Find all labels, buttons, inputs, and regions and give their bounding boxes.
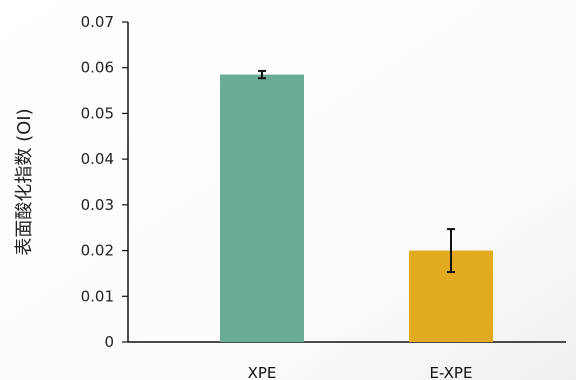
y-tick-label: 0 — [104, 333, 114, 351]
bar-xpe — [220, 74, 304, 343]
y-tick-label: 0.07 — [81, 13, 114, 31]
y-tick-label: 0.06 — [81, 59, 114, 77]
y-tick-label: 0.03 — [81, 196, 114, 214]
plot-area: 0 0.01 0.02 0.03 0.04 0.05 0.06 0.07 XPE E-XPE — [81, 13, 566, 380]
y-axis-title: 表面酸化指数 (OI) — [14, 108, 35, 255]
x-tick-label: XPE — [248, 364, 277, 380]
y-tick-label: 0.04 — [81, 150, 114, 168]
y-tick-label: 0.02 — [81, 242, 114, 260]
y-tick-label: 0.01 — [81, 287, 114, 305]
y-tick-label: 0.05 — [81, 104, 114, 122]
x-tick-label: E-XPE — [430, 364, 473, 380]
